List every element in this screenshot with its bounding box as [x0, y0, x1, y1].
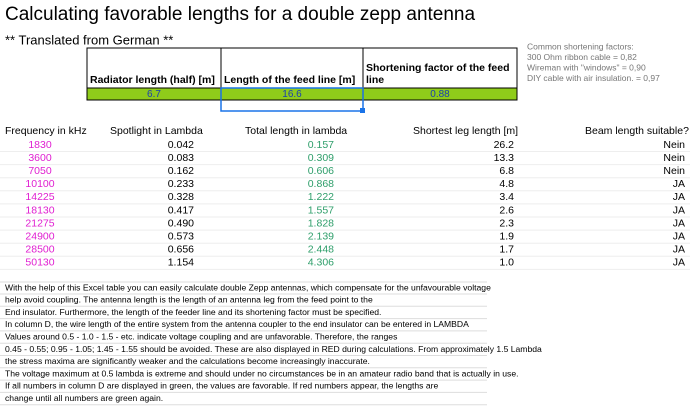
cell: 4.8	[499, 178, 514, 190]
subtitle: ** Translated from German **	[5, 32, 173, 47]
cell: 1.828	[308, 217, 334, 229]
note: 300 Ohm ribbon cable = 0,82	[527, 52, 637, 62]
cell: 0.328	[168, 191, 194, 203]
cell: 4.306	[308, 257, 334, 269]
input-label: Length of the feed line [m]	[224, 74, 355, 86]
note: Common shortening factors:	[527, 41, 634, 51]
cell: 0.162	[168, 165, 194, 177]
column-header: Shortest leg length [m]	[413, 125, 518, 137]
title: Calculating favorable lengths for a doub…	[5, 4, 475, 25]
column-header: Spotlight in Lambda	[110, 125, 203, 137]
cell: 26.2	[494, 139, 515, 151]
cell: JA	[673, 178, 685, 190]
cell: 0.606	[308, 165, 334, 177]
column-header: Beam length suitable?	[585, 125, 689, 137]
input-header-box	[86, 47, 518, 89]
cell: 1.222	[308, 191, 334, 203]
explanation-line: the stress maxima are significantly weak…	[5, 356, 370, 366]
input-label: Radiator length (half) [m]	[90, 74, 215, 86]
cell: JA	[673, 230, 685, 242]
cell: 0.490	[168, 217, 194, 229]
cell: Nein	[663, 139, 685, 151]
cell: JA	[673, 217, 685, 229]
cell: 1830	[28, 139, 52, 151]
cell: 18130	[25, 204, 54, 216]
explanation-line: End insulator. Furthermore, the length o…	[5, 307, 381, 317]
explanation-line: With the help of this Excel table you ca…	[5, 282, 491, 292]
cell: 2.448	[308, 244, 334, 256]
cell: 24900	[25, 230, 54, 242]
cell: JA	[673, 257, 685, 269]
cell: Nein	[663, 152, 685, 164]
cell: JA	[673, 191, 685, 203]
cell: 1.557	[308, 204, 334, 216]
cell: 0.309	[308, 152, 334, 164]
cell: 1.7	[499, 244, 514, 256]
cell: 1.0	[499, 257, 514, 269]
cell: Nein	[663, 165, 685, 177]
input-value: 16.6	[282, 89, 302, 100]
cell: 0.868	[308, 178, 334, 190]
cell: JA	[673, 244, 685, 256]
note: DIY cable with air insulation. = 0,97	[527, 73, 660, 83]
explanation-line: The voltage maximum at 0.5 lambda is ext…	[5, 368, 519, 378]
cell: 10100	[25, 178, 54, 190]
cell: 0.157	[308, 139, 334, 151]
cell: 1.9	[499, 230, 514, 242]
note: Wireman with "windows" = 0,90	[527, 62, 646, 72]
explanation-line: 0.45 - 0.55; 0.95 - 1.05; 1.45 - 1.55 sh…	[5, 344, 542, 354]
cell: 14225	[25, 191, 54, 203]
cell: 3.4	[499, 191, 514, 203]
cell: 7050	[28, 165, 52, 177]
explanation-line: Values around 0.5 - 1.0 - 1.5 - etc. ind…	[5, 331, 397, 341]
fill-handle[interactable]	[360, 108, 365, 113]
cell: 6.8	[499, 165, 514, 177]
cell: 0.042	[168, 139, 194, 151]
cell: JA	[673, 204, 685, 216]
cell: 2.6	[499, 204, 514, 216]
input-value: 0.88	[430, 89, 450, 100]
cell: 50130	[25, 257, 54, 269]
explanation-line: If all numbers in column D are displayed…	[5, 381, 438, 391]
cell: 21275	[25, 217, 54, 229]
cell: 0.656	[168, 244, 194, 256]
cell: 1.154	[168, 257, 194, 269]
cell: 13.3	[494, 152, 515, 164]
input-label: Shortening factor of the feed line	[366, 62, 510, 86]
cell: 2.3	[499, 217, 514, 229]
cell: 2.139	[308, 230, 334, 242]
explanation-line: change until all numbers are green again…	[5, 393, 163, 403]
cell: 0.417	[168, 204, 194, 216]
input-value: 6.7	[147, 89, 161, 100]
cell: 0.233	[168, 178, 194, 190]
cell-selection[interactable]	[220, 87, 364, 112]
explanation-line: In column D, the wire length of the enti…	[5, 319, 469, 329]
cell: 28500	[25, 244, 54, 256]
column-header: Frequency in kHz	[5, 125, 87, 137]
cell: 3600	[28, 152, 52, 164]
cell: 0.083	[168, 152, 194, 164]
column-header: Total length in lambda	[245, 125, 347, 137]
explanation-line: help avoid coupling. The antenna length …	[5, 295, 373, 305]
cell: 0.573	[168, 230, 194, 242]
